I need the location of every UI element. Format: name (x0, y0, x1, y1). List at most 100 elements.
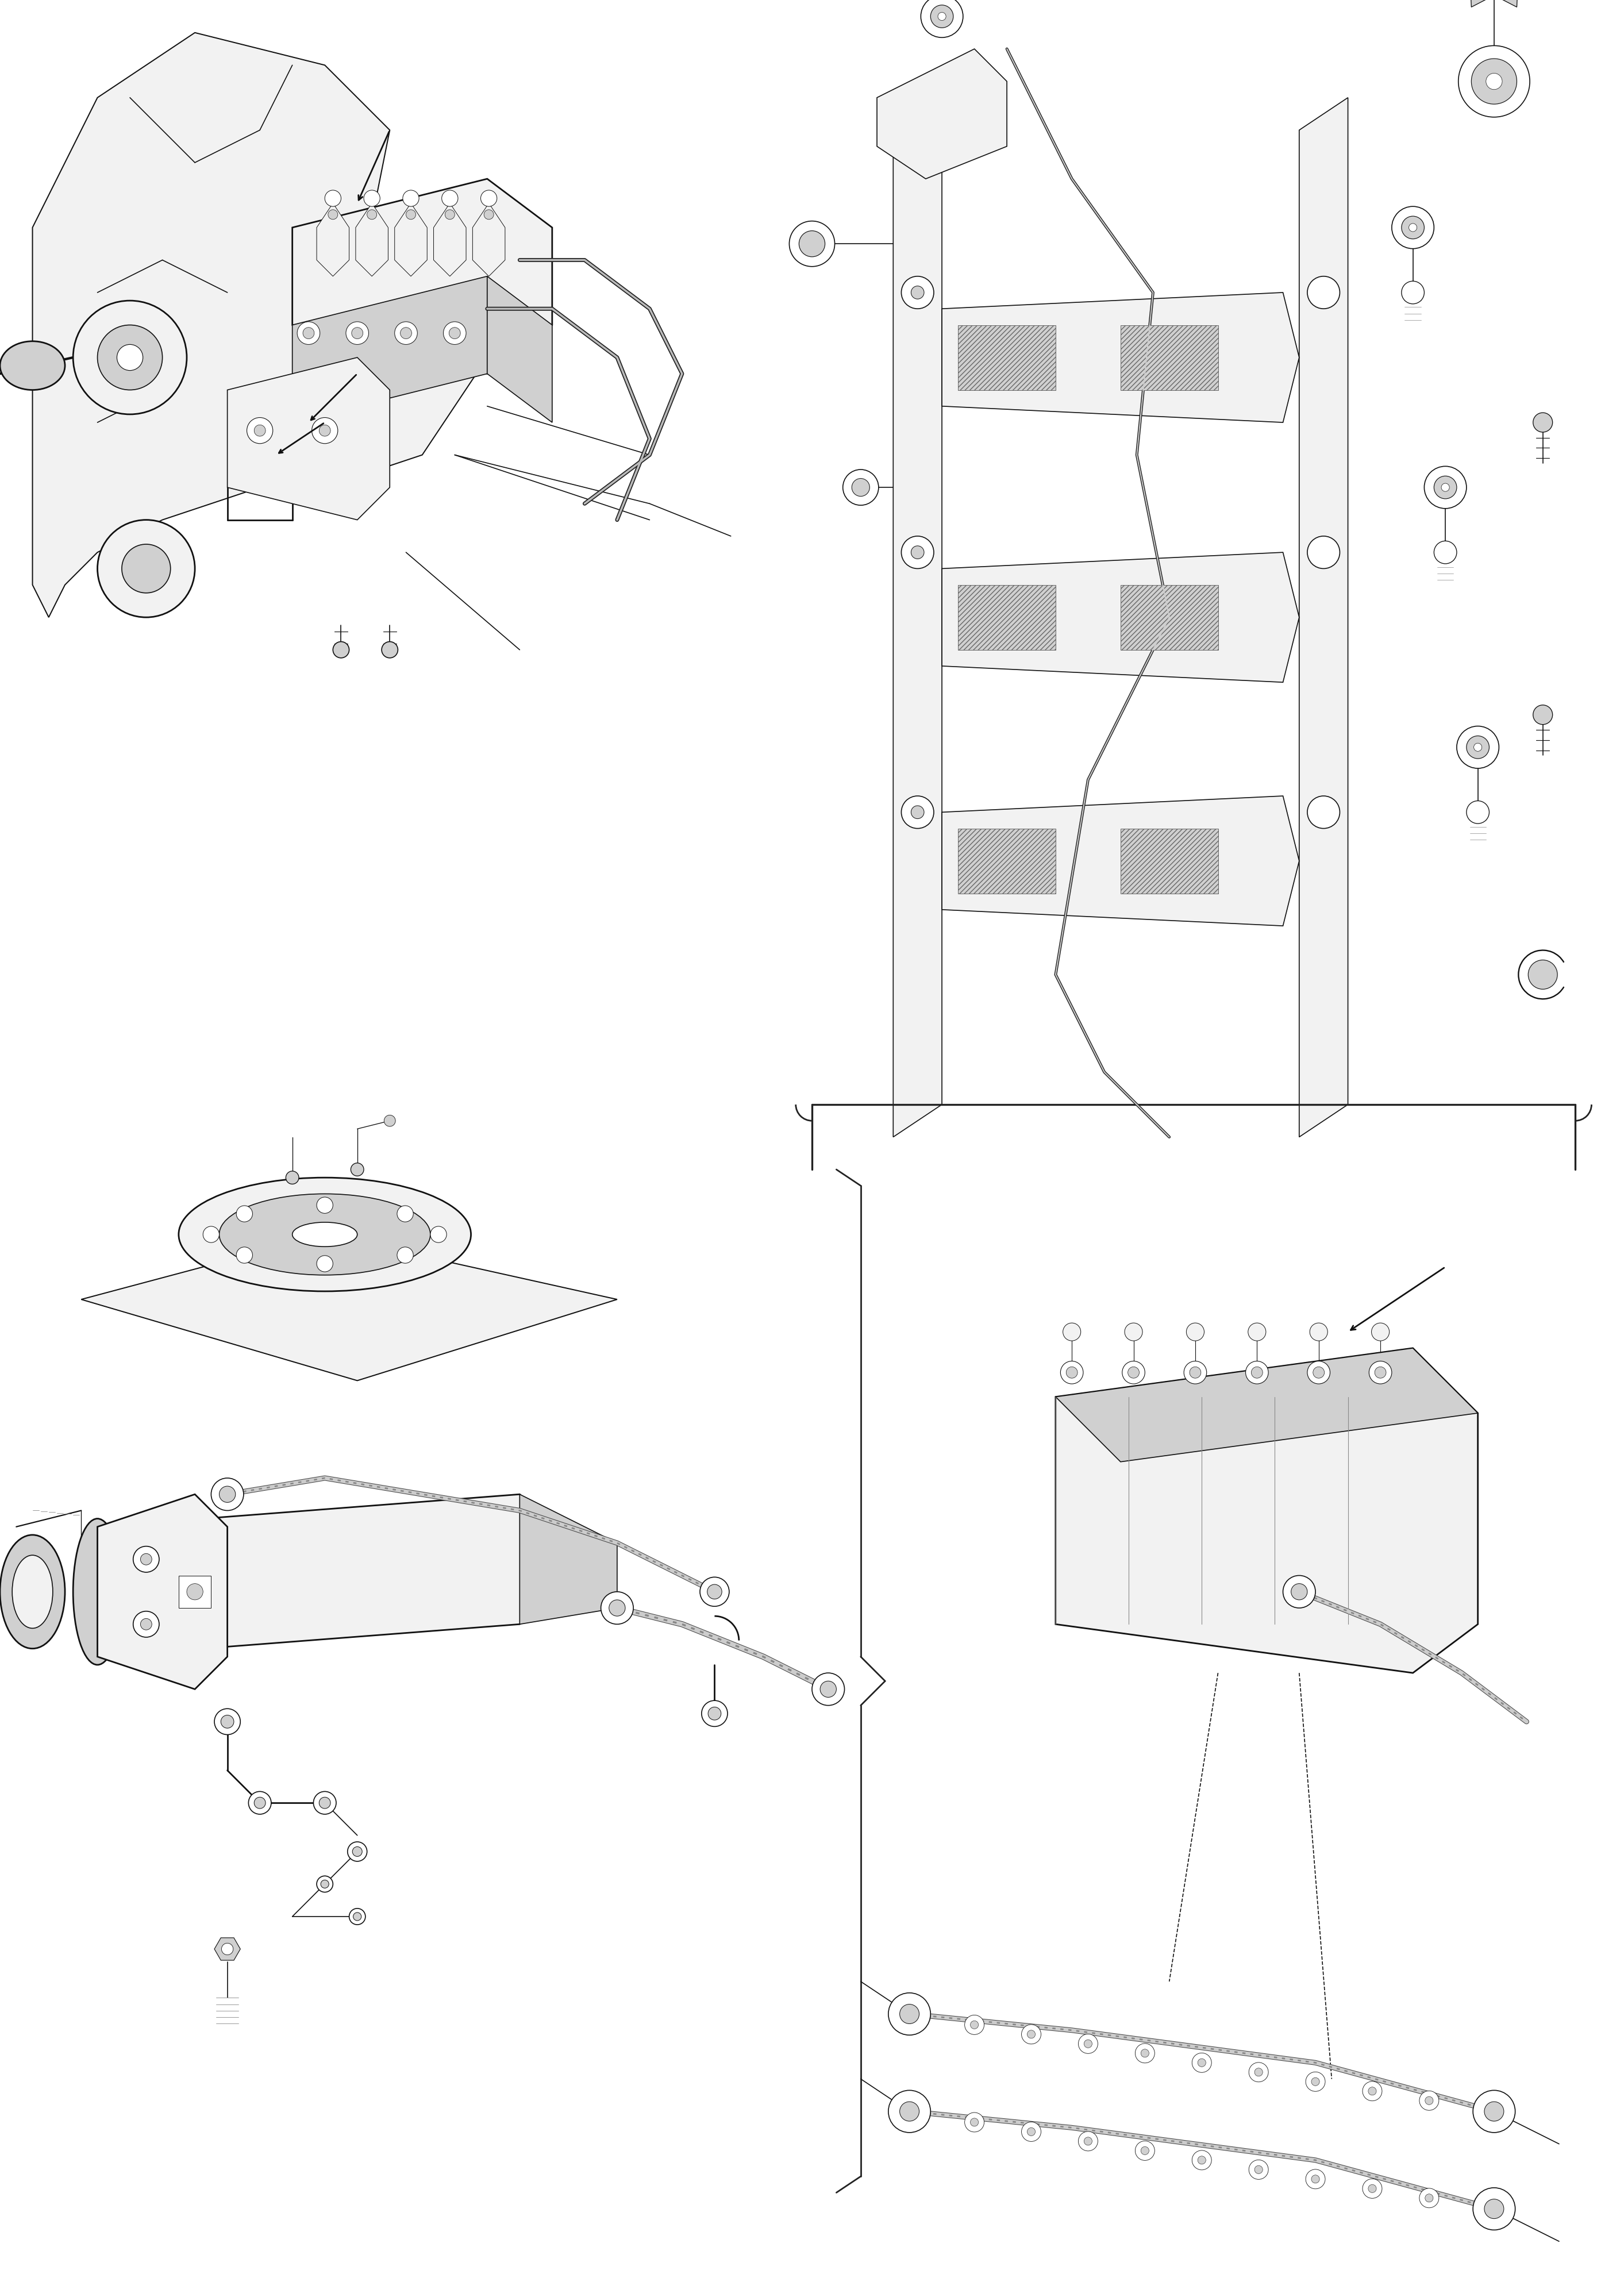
Bar (958, 584, 1056, 650)
Circle shape (1307, 537, 1340, 568)
Circle shape (400, 327, 412, 339)
Circle shape (853, 478, 870, 496)
Ellipse shape (0, 341, 65, 389)
Circle shape (320, 1796, 331, 1808)
Polygon shape (317, 202, 349, 275)
Circle shape (1473, 2188, 1515, 2231)
Circle shape (901, 275, 934, 309)
Ellipse shape (292, 1221, 357, 1246)
Circle shape (1140, 2147, 1150, 2156)
Circle shape (789, 221, 835, 266)
Circle shape (1078, 2033, 1098, 2053)
Polygon shape (942, 796, 1299, 926)
Circle shape (221, 1715, 234, 1728)
Polygon shape (1056, 1348, 1478, 1462)
Circle shape (1484, 2199, 1504, 2219)
Circle shape (911, 287, 924, 298)
Circle shape (1307, 1362, 1330, 1385)
Circle shape (1085, 2138, 1093, 2144)
Circle shape (911, 546, 924, 559)
Circle shape (911, 805, 924, 819)
Circle shape (214, 1708, 240, 1735)
Circle shape (1457, 725, 1499, 769)
Circle shape (1306, 2169, 1325, 2190)
Circle shape (403, 191, 419, 207)
Circle shape (297, 321, 320, 343)
Circle shape (1065, 1367, 1078, 1378)
Polygon shape (473, 202, 505, 275)
Circle shape (799, 230, 825, 257)
Circle shape (1410, 223, 1418, 232)
Circle shape (1127, 1367, 1140, 1378)
Polygon shape (1449, 0, 1540, 7)
Circle shape (1442, 484, 1450, 491)
Polygon shape (942, 293, 1299, 423)
Circle shape (1026, 2128, 1036, 2135)
Bar (958, 325, 1056, 389)
Circle shape (1528, 960, 1557, 989)
Circle shape (364, 191, 380, 207)
Circle shape (1434, 475, 1457, 498)
Circle shape (396, 1205, 412, 1221)
Circle shape (1473, 2090, 1515, 2133)
Circle shape (1192, 2151, 1212, 2169)
Circle shape (445, 209, 455, 218)
Circle shape (481, 191, 497, 207)
Circle shape (133, 1612, 159, 1637)
Polygon shape (214, 1937, 240, 1960)
Circle shape (367, 209, 377, 218)
Circle shape (346, 321, 369, 343)
Circle shape (328, 209, 338, 218)
Circle shape (1078, 2131, 1098, 2151)
Circle shape (609, 1601, 625, 1617)
Polygon shape (81, 1235, 617, 1380)
Circle shape (406, 209, 416, 218)
Circle shape (812, 1674, 844, 1706)
Circle shape (320, 425, 331, 437)
Circle shape (333, 641, 349, 657)
Circle shape (354, 1912, 362, 1922)
Circle shape (385, 1114, 396, 1126)
Polygon shape (356, 202, 388, 275)
Circle shape (395, 321, 417, 343)
Polygon shape (97, 1494, 227, 1690)
Circle shape (970, 2022, 978, 2028)
Circle shape (1466, 800, 1489, 823)
Circle shape (325, 191, 341, 207)
Polygon shape (1056, 1348, 1478, 1674)
Circle shape (921, 0, 963, 39)
Circle shape (1363, 2178, 1382, 2199)
Polygon shape (893, 98, 942, 1137)
Circle shape (1085, 2040, 1093, 2049)
Circle shape (1026, 2031, 1036, 2038)
Circle shape (221, 1944, 234, 1956)
Polygon shape (487, 275, 552, 423)
Ellipse shape (0, 1535, 65, 1649)
Circle shape (1249, 2063, 1268, 2083)
Polygon shape (227, 357, 390, 521)
Ellipse shape (13, 1555, 54, 1628)
Circle shape (1186, 1323, 1205, 1342)
Circle shape (312, 418, 338, 443)
Circle shape (1199, 2156, 1207, 2165)
Circle shape (939, 11, 947, 20)
Circle shape (211, 1478, 244, 1510)
Circle shape (843, 468, 879, 505)
Circle shape (1125, 1323, 1143, 1342)
Circle shape (253, 1796, 266, 1808)
Circle shape (1283, 1576, 1315, 1608)
Circle shape (1424, 466, 1466, 509)
Circle shape (1189, 1367, 1202, 1378)
Circle shape (1122, 1362, 1145, 1385)
Circle shape (1312, 2174, 1319, 2183)
Circle shape (117, 343, 143, 371)
Circle shape (133, 1546, 159, 1571)
Circle shape (1312, 2078, 1319, 2085)
Circle shape (1371, 1323, 1390, 1342)
Circle shape (1135, 2140, 1155, 2160)
Circle shape (901, 796, 934, 828)
Circle shape (97, 521, 195, 616)
Circle shape (1374, 1367, 1387, 1378)
Polygon shape (292, 275, 487, 423)
Circle shape (317, 1255, 333, 1271)
